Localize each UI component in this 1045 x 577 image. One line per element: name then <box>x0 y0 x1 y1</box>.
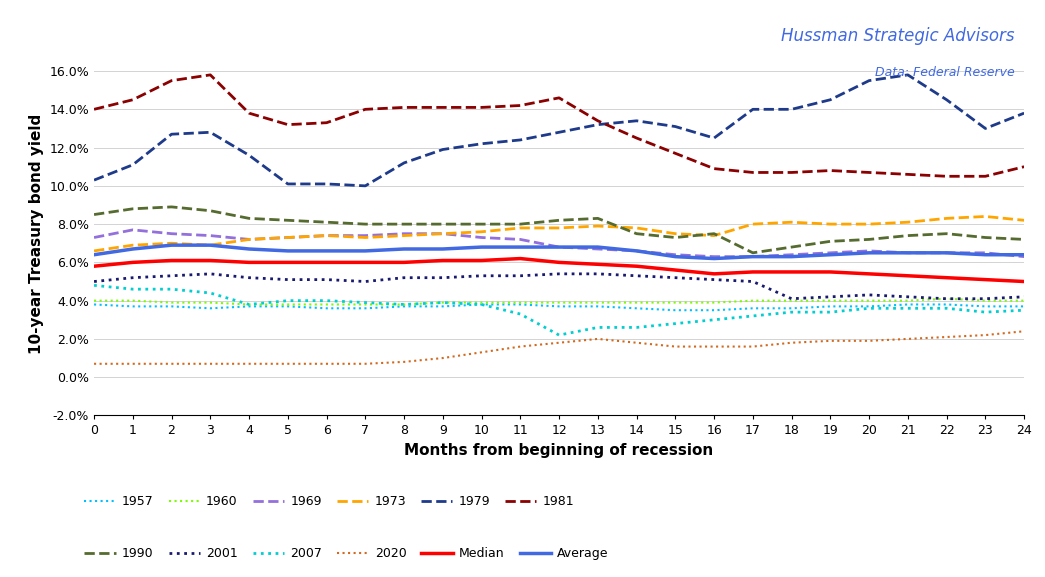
Text: Data: Federal Reserve: Data: Federal Reserve <box>875 66 1015 80</box>
Legend: 1957, 1960, 1969, 1973, 1979, 1981: 1957, 1960, 1969, 1973, 1979, 1981 <box>79 490 579 513</box>
X-axis label: Months from beginning of recession: Months from beginning of recession <box>404 443 714 458</box>
Text: Hussman Strategic Advisors: Hussman Strategic Advisors <box>782 27 1015 44</box>
Y-axis label: 10-year Treasury bond yield: 10-year Treasury bond yield <box>29 114 44 354</box>
Legend: 1990, 2001, 2007, 2020, Median, Average: 1990, 2001, 2007, 2020, Median, Average <box>79 542 613 565</box>
